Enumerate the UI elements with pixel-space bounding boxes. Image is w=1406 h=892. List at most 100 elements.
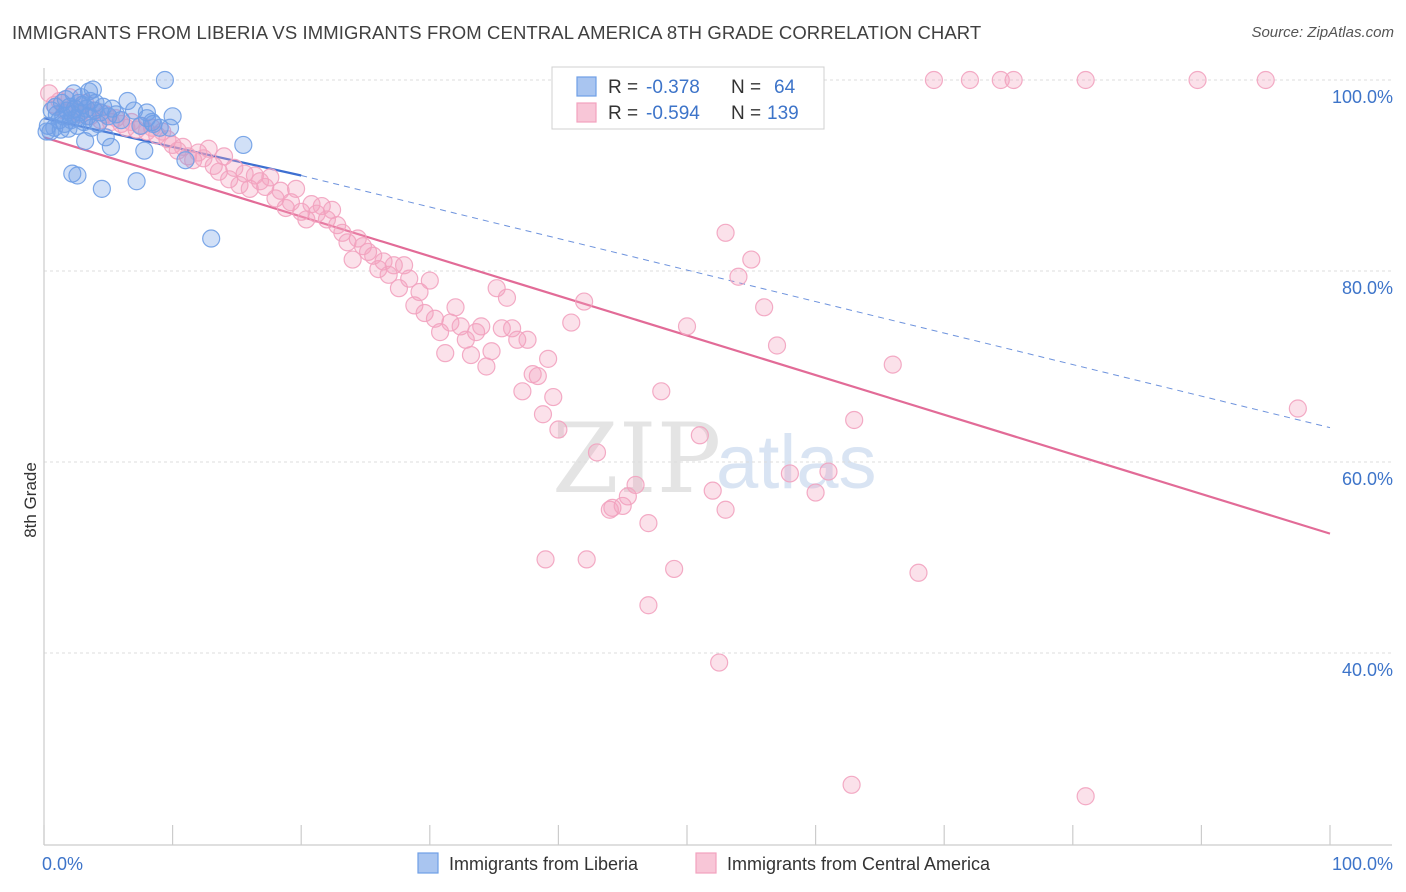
central-america-point-65 (374, 252, 393, 271)
liberia-point-63 (37, 122, 56, 141)
central-america-point-124 (577, 550, 596, 569)
central-america-point-135 (1256, 70, 1275, 90)
legend-r-value-liberia: -0.378 (646, 77, 700, 98)
liberia-point-61 (234, 135, 253, 155)
legend-n-label-central-america: N = (731, 103, 761, 124)
liberia-trend-extension (301, 175, 1331, 429)
central-america-point-43 (261, 168, 280, 187)
central-america-point-130 (1076, 787, 1095, 806)
central-america-point-53 (312, 196, 331, 216)
central-america-point-133 (1004, 70, 1023, 90)
series-label-central-america: Immigrants from Central America (727, 854, 991, 874)
liberia-point-43 (118, 91, 137, 111)
liberia-point-35 (88, 114, 108, 134)
stats-legend: R = -0.378 N = 64 R = -0.594 N = 139 (551, 66, 825, 130)
central-america-point-110 (690, 426, 709, 445)
central-america-point-73 (415, 303, 434, 323)
central-america-point-84 (472, 317, 491, 336)
central-america-point-112 (716, 500, 735, 519)
central-america-point-82 (461, 345, 481, 365)
central-america-point-137 (991, 70, 1010, 90)
central-america-point-36 (225, 158, 244, 177)
central-america-point-70 (400, 269, 419, 288)
legend-n-label-liberia: N = (731, 77, 761, 98)
central-america-point-71 (405, 296, 424, 315)
central-america-point-58 (338, 233, 357, 252)
central-america-point-108 (665, 559, 684, 579)
central-america-point-121 (909, 563, 928, 582)
liberia-point-51 (160, 118, 180, 137)
axes (43, 68, 1392, 846)
series-swatch-liberia (417, 852, 439, 874)
central-america-point-128 (710, 653, 729, 672)
central-america-point-138 (1076, 70, 1095, 90)
legend-n-value-central-america: 139 (767, 103, 799, 124)
y-tick-label-3: 40.0% (1342, 660, 1393, 680)
y-axis-label: 8th Grade (21, 462, 40, 538)
liberia-point-59 (202, 229, 221, 248)
liberia-point-32 (83, 80, 102, 99)
y-tick-labels: 100.0% 80.0% 60.0% 40.0% (1332, 87, 1393, 680)
central-america-point-99 (549, 420, 568, 439)
central-america-point-75 (425, 309, 445, 328)
liberia-point-56 (127, 172, 146, 191)
liberia-point-54 (92, 179, 111, 198)
central-america-point-67 (384, 256, 403, 275)
central-america-point-118 (806, 483, 825, 502)
central-america-point-119 (845, 410, 864, 430)
central-america-point-93 (518, 330, 537, 349)
scatter-points (37, 70, 1307, 806)
central-america-point-95 (528, 366, 547, 386)
central-america-point-109 (677, 317, 697, 336)
central-america-point-59 (343, 250, 362, 269)
central-america-point-41 (250, 172, 270, 191)
liberia-point-42 (112, 111, 131, 130)
liberia-trendline (43, 117, 302, 177)
legend-n-value-liberia: 64 (774, 77, 796, 98)
central-america-point-48 (286, 179, 306, 198)
central-america-point-122 (639, 596, 658, 615)
central-america-point-96 (533, 405, 553, 424)
y-tick-label-1: 80.0% (1342, 278, 1393, 298)
liberia-point-50 (142, 112, 162, 132)
central-america-point-136 (960, 70, 980, 90)
x-tick-label-0: 0.0% (42, 854, 83, 874)
liberia-point-53 (68, 166, 87, 185)
central-america-point-132 (924, 70, 944, 90)
y-tick-label-2: 60.0% (1342, 469, 1393, 489)
central-america-point-140 (716, 223, 735, 242)
series-legend: Immigrants from Liberia Immigrants from … (417, 852, 991, 874)
central-america-point-86 (482, 342, 501, 361)
central-america-point-30 (194, 149, 213, 168)
central-america-point-123 (603, 498, 622, 517)
central-america-point-74 (420, 271, 439, 290)
central-america-point-40 (245, 166, 265, 185)
central-america-point-131 (1288, 399, 1307, 418)
central-america-point-97 (539, 349, 558, 368)
liberia-point-41 (106, 105, 126, 124)
central-america-point-88 (492, 319, 511, 338)
central-america-point-116 (767, 336, 787, 355)
central-america-point-114 (742, 250, 761, 269)
central-america-point-90 (503, 319, 522, 338)
central-america-point-101 (575, 292, 594, 311)
central-america-point-42 (256, 177, 275, 197)
central-america-point-39 (240, 179, 259, 198)
central-america-point-100 (562, 313, 581, 332)
central-america-point-54 (317, 210, 337, 229)
liberia-point-55 (101, 137, 120, 156)
liberia-point-57 (135, 141, 154, 160)
central-america-point-106 (639, 514, 658, 533)
central-america-point-79 (446, 298, 465, 317)
x-tick-label-1: 100.0% (1332, 854, 1393, 874)
legend-r-label-central-america: R = (608, 103, 638, 124)
stats-legend-box (551, 66, 825, 130)
central-america-point-127 (819, 462, 838, 481)
chart-title: IMMIGRANTS FROM LIBERIA VS IMMIGRANTS FR… (12, 22, 982, 43)
central-america-point-129 (842, 775, 861, 794)
source-credit: Source: ZipAtlas.com (1251, 24, 1394, 41)
central-america-point-98 (544, 387, 563, 407)
legend-r-label-liberia: R = (608, 77, 638, 98)
central-america-point-134 (1188, 70, 1207, 90)
